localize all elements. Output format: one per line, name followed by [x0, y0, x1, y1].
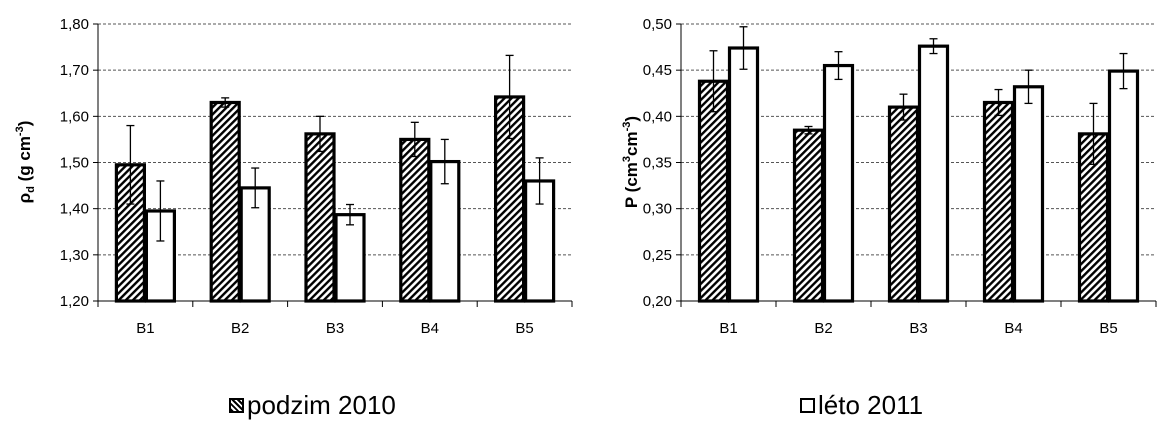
legend-swatch-plain	[800, 398, 815, 413]
y-tick-label: 0,20	[643, 293, 672, 310]
y-tick-label: 1,20	[60, 293, 89, 310]
y-tick-label: 0,40	[643, 108, 672, 125]
y-tick-label: 1,40	[60, 201, 89, 218]
chart-porosity: 0,20 0,25 0,30 0,35 0,40 0,45 0,50 B1 B2 B3 B4 B5 P …	[621, 16, 1157, 337]
legend-label-leto-2011: léto 2011	[818, 390, 924, 420]
x-tick-label: B5	[1099, 320, 1117, 337]
bar-leto-2011	[727, 46, 760, 303]
legend-item-podzim-2010: podzim 2010	[229, 390, 396, 421]
bar-podzim-2010	[399, 137, 431, 303]
y-tick-label: 1,70	[60, 62, 89, 79]
legend-label-podzim-2010: podzim 2010	[247, 390, 396, 420]
y-tick-label: 0,35	[643, 155, 672, 172]
x-tick-label: B1	[136, 320, 154, 337]
x-tick-label: B4	[1004, 320, 1022, 337]
bar-podzim-2010	[304, 132, 336, 303]
bar-podzim-2010	[697, 79, 730, 303]
x-tick-label: B2	[814, 320, 832, 337]
bar-podzim-2010	[887, 105, 920, 303]
bar-leto-2011	[334, 213, 366, 303]
y-tick-label: 0,45	[643, 62, 672, 79]
bar-podzim-2010	[792, 128, 825, 303]
y-tick-label: 0,30	[643, 201, 672, 218]
y-tick-label: 1,80	[60, 16, 89, 33]
y-tick-label: 0,50	[643, 16, 672, 33]
bar-leto-2011	[1107, 69, 1140, 303]
x-tick-label: B4	[421, 320, 439, 337]
y-tick-label: 0,25	[643, 247, 672, 264]
legend-swatch-hatched	[229, 398, 244, 413]
y-axis-label: P (cm3cm-3)	[621, 116, 641, 208]
chart-dry-bulk-density: 1,20 1,30 1,40 1,50 1,60 1,70 1,80 B1 B2 B3 B4 B5 ρd…	[14, 16, 573, 337]
y-tick-label: 1,50	[60, 155, 89, 172]
x-tick-label: B3	[326, 320, 344, 337]
x-tick-label: B3	[909, 320, 927, 337]
bar-podzim-2010	[209, 100, 241, 303]
bar-leto-2011	[1012, 85, 1045, 303]
bar-leto-2011	[822, 63, 855, 303]
y-tick-label: 1,30	[60, 247, 89, 264]
y-axis-label: ρd (g cm-3)	[14, 121, 37, 204]
x-tick-label: B1	[719, 320, 737, 337]
x-tick-label: B5	[515, 320, 533, 337]
bar-leto-2011	[917, 44, 950, 303]
x-tick-label: B2	[231, 320, 249, 337]
bar-podzim-2010	[982, 100, 1015, 303]
legend-item-leto-2011: léto 2011	[800, 390, 923, 421]
y-tick-label: 1,60	[60, 108, 89, 125]
